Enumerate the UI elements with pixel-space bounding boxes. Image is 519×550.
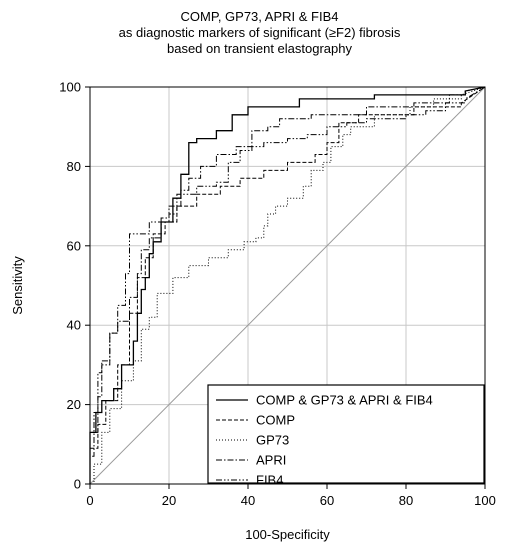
y-tick-label-4: 80 (67, 159, 81, 174)
x-tick-label-5: 100 (474, 493, 496, 508)
x-tick-label-4: 80 (399, 493, 413, 508)
series-line-3 (89, 86, 486, 484)
x-tick-label-0: 0 (86, 493, 93, 508)
y-tick-label-1: 20 (67, 397, 81, 412)
chart-title-line-2: as diagnostic markers of significant (≥F… (118, 25, 401, 40)
x-tick-label-3: 60 (320, 493, 334, 508)
series-group (89, 86, 486, 485)
legend-label-1: COMP (256, 413, 295, 428)
plot-frame (89, 86, 486, 485)
series-line-2 (90, 86, 486, 485)
reference-diagonal-line (89, 86, 486, 485)
x-axis: 0 20 40 60 80 100 (86, 484, 496, 508)
series-line-1 (89, 86, 486, 484)
y-axis: 0 20 40 60 80 100 (59, 80, 90, 492)
y-tick-label-5: 100 (59, 80, 81, 95)
x-tick-label-2: 40 (241, 493, 255, 508)
series-line-0 (89, 86, 486, 484)
chart-title-line-1: COMP, GP73, APRI & FIB4 (180, 9, 339, 24)
y-axis-label: Sensitivity (10, 256, 25, 315)
y-tick-label-3: 60 (67, 238, 81, 253)
chart-title-line-3: based on transient elastography (166, 41, 352, 56)
series-line-4 (89, 86, 486, 484)
y-tick-label-2: 40 (67, 318, 81, 333)
x-axis-label: 100-Specificity (245, 527, 330, 542)
legend: COMP & GP73 & APRI & FIB4 COMP GP73 APRI FIB… (207, 384, 485, 488)
legend-box (207, 384, 485, 484)
legend-label-0: COMP & GP73 & APRI & FIB4 (256, 393, 433, 408)
legend-label-2: GP73 (256, 433, 289, 448)
y-tick-label-0: 0 (74, 477, 81, 492)
x-tick-label-1: 20 (162, 493, 176, 508)
legend-label-3: APRI (256, 453, 286, 468)
legend-label-4: FIB4 (256, 473, 283, 488)
